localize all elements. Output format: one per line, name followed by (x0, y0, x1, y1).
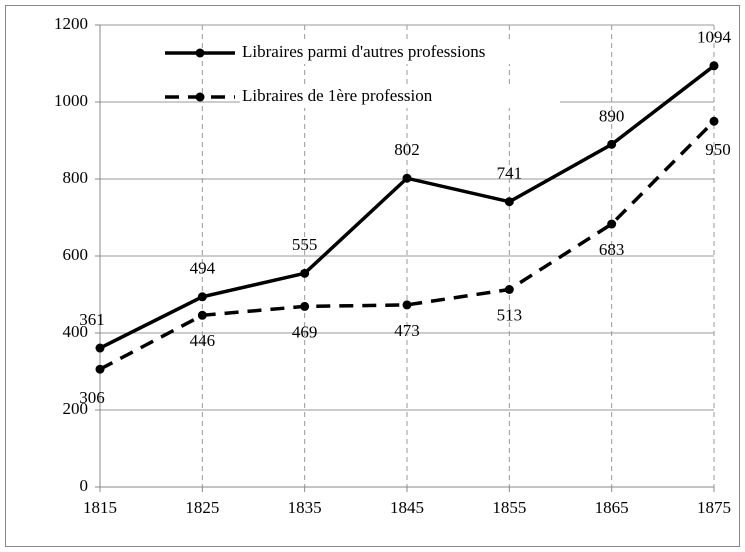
y-tick-label: 200 (63, 399, 89, 418)
data-label: 555 (292, 235, 318, 254)
x-tick-label: 1845 (390, 498, 424, 517)
data-label: 469 (292, 322, 318, 341)
legend-bg (240, 86, 560, 108)
point (607, 219, 617, 229)
data-label: 741 (497, 164, 523, 183)
point (197, 292, 207, 302)
point (709, 61, 719, 71)
x-tick-label: 1815 (83, 498, 117, 517)
y-tick-label: 0 (80, 476, 89, 495)
data-label: 306 (79, 388, 105, 407)
data-label: 1094 (697, 28, 732, 47)
y-tick-label: 1000 (54, 91, 88, 110)
point (504, 284, 514, 294)
legend-label: Libraires parmi d'autres professions (242, 42, 485, 61)
x-tick-label: 1875 (697, 498, 731, 517)
x-tick-label: 1855 (492, 498, 526, 517)
point (402, 300, 412, 310)
data-label: 950 (705, 140, 731, 159)
y-tick-label: 400 (63, 322, 89, 341)
point (300, 301, 310, 311)
point (504, 197, 514, 207)
point (402, 173, 412, 183)
data-label: 513 (497, 305, 523, 324)
data-label: 683 (599, 240, 625, 259)
legend-bg (240, 42, 560, 64)
data-label: 802 (394, 140, 420, 159)
y-tick-label: 600 (63, 245, 89, 264)
point (607, 139, 617, 149)
x-tick-label: 1865 (595, 498, 629, 517)
point (709, 116, 719, 126)
legend-marker (195, 48, 205, 58)
legend-marker (195, 92, 205, 102)
point (300, 268, 310, 278)
legend-label: Libraires de 1ère profession (242, 86, 433, 105)
x-tick-label: 1825 (185, 498, 219, 517)
y-tick-label: 1200 (54, 14, 88, 33)
data-label: 473 (394, 321, 420, 340)
point (197, 310, 207, 320)
data-label: 494 (190, 259, 216, 278)
x-tick-label: 1835 (288, 498, 322, 517)
y-tick-label: 800 (63, 168, 89, 187)
data-label: 361 (79, 310, 105, 329)
point (95, 343, 105, 353)
point (95, 364, 105, 374)
data-label: 890 (599, 106, 625, 125)
data-label: 446 (190, 331, 216, 350)
